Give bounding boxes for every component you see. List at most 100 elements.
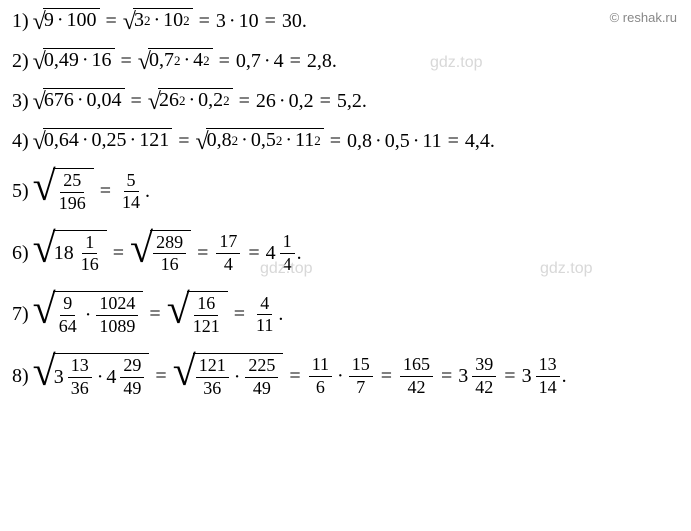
line-number: 5)	[12, 180, 29, 203]
denominator: 121	[190, 316, 223, 337]
denominator: 16	[78, 254, 102, 275]
equation-line-2: 2) √ 0,49·16 = √ 0,72·42 = 0,7·4 = 2,8.	[12, 48, 679, 74]
numerator: 165	[400, 355, 433, 377]
val: 121	[139, 129, 169, 152]
denominator: 49	[250, 378, 274, 399]
sqrt-expr: √ 12136 · 22549	[173, 353, 284, 401]
denominator: 14	[119, 192, 143, 213]
numerator: 16	[194, 294, 218, 316]
numerator: 13	[68, 356, 92, 378]
sqrt-expr: √ 676·0,04	[33, 88, 125, 114]
line-number: 2)	[12, 50, 29, 73]
val: 10	[239, 10, 259, 33]
equation-line-4: 4) √ 0,64·0,25·121 = √ 0,82·0,52·112 = 0…	[12, 128, 679, 154]
val: 0,2	[289, 90, 314, 113]
numerator: 25	[60, 171, 84, 193]
sqrt-expr: √ 262·0,22	[148, 88, 233, 114]
denominator: 11	[253, 315, 276, 336]
sqrt-expr: √ 964 · 10241089	[33, 291, 144, 339]
val: 16	[92, 49, 112, 72]
numerator: 289	[153, 233, 186, 255]
equation-line-7: 7) √ 964 · 10241089 = √ 16121 = 411 .	[12, 291, 679, 339]
sqrt-expr: √ 0,82·0,52·112	[195, 128, 323, 154]
whole: 4	[106, 366, 116, 389]
line-number: 3)	[12, 90, 29, 113]
denominator: 42	[472, 377, 496, 398]
val: 11	[295, 129, 314, 152]
sqrt-expr: √ 16121	[167, 291, 228, 339]
sqrt-expr: √ 28916	[130, 230, 191, 278]
line-number: 6)	[12, 242, 29, 265]
numerator: 15	[349, 355, 373, 377]
denominator: 16	[158, 254, 182, 275]
denominator: 14	[536, 377, 560, 398]
denominator: 42	[405, 377, 429, 398]
numerator: 121	[196, 356, 229, 378]
denominator: 36	[68, 378, 92, 399]
result: 4,4	[465, 130, 490, 153]
sqrt-expr: √ 9·100	[33, 8, 100, 34]
denominator: 64	[56, 316, 80, 337]
numerator: 11	[309, 355, 332, 377]
equation-line-1: 1) √ 9·100 = √ 32·102 = 3·10 = 30.	[12, 8, 679, 34]
val: 26	[159, 89, 179, 112]
line-number: 8)	[12, 365, 29, 388]
denominator: 7	[353, 377, 368, 398]
result: 5,2	[337, 90, 362, 113]
numerator: 1	[82, 233, 97, 255]
val: 3	[216, 10, 226, 33]
val: 0,7	[236, 50, 261, 73]
watermark-source: © reshak.ru	[610, 10, 677, 25]
sqrt-expr: √ 0,49·16	[33, 48, 115, 74]
whole: 18	[54, 242, 74, 265]
denominator: 4	[280, 254, 295, 275]
numerator: 39	[472, 355, 496, 377]
numerator: 13	[536, 355, 560, 377]
numerator: 1024	[96, 294, 138, 316]
numerator: 29	[120, 356, 144, 378]
sqrt-expr: √ 32·102	[123, 8, 193, 34]
equation-line-5: 5) √ 25196 = 514 .	[12, 168, 679, 216]
line-number: 7)	[12, 303, 29, 326]
val: 0,2	[198, 89, 223, 112]
sqrt-expr: √ 0,72·42	[138, 48, 213, 74]
numerator: 225	[245, 356, 278, 378]
sqrt-expr: √ 18116	[33, 230, 107, 278]
numerator: 17	[216, 232, 240, 254]
whole: 3	[522, 365, 532, 388]
val: 0,8	[207, 129, 232, 152]
val: 4	[193, 49, 203, 72]
denominator: 49	[120, 378, 144, 399]
denominator: 36	[200, 378, 224, 399]
sqrt-expr: √ 25196	[33, 168, 94, 216]
val: 10	[163, 9, 183, 32]
equation-line-8: 8) √ 31336 · 42949 = √ 12136 · 22549 = 1…	[12, 353, 679, 401]
sqrt-expr: √ 0,64·0,25·121	[33, 128, 173, 154]
equation-line-6: 6) √ 18116 = √ 28916 = 174 = 414 .	[12, 230, 679, 278]
val: 676	[44, 89, 74, 112]
val: 26	[256, 90, 276, 113]
val: 0,64	[44, 129, 79, 152]
val: 11	[422, 130, 441, 153]
result: 30	[282, 10, 302, 33]
val: 0,49	[44, 49, 79, 72]
numerator: 5	[124, 171, 139, 193]
denominator: 4	[221, 254, 236, 275]
whole: 4	[266, 242, 276, 265]
val: 0,7	[149, 49, 174, 72]
denominator: 6	[313, 377, 328, 398]
val: 0,8	[347, 130, 372, 153]
equation-line-3: 3) √ 676·0,04 = √ 262·0,22 = 26·0,2 = 5,…	[12, 88, 679, 114]
line-number: 4)	[12, 130, 29, 153]
numerator: 1	[280, 232, 295, 254]
result: 2,8	[307, 50, 332, 73]
whole: 3	[458, 365, 468, 388]
denominator: 196	[56, 193, 89, 214]
val: 0,04	[87, 89, 122, 112]
val: 0,5	[385, 130, 410, 153]
numerator: 9	[60, 294, 75, 316]
denominator: 1089	[96, 316, 138, 337]
numerator: 4	[257, 294, 272, 316]
sqrt-expr: √ 31336 · 42949	[33, 353, 150, 401]
val: 100	[67, 9, 97, 32]
